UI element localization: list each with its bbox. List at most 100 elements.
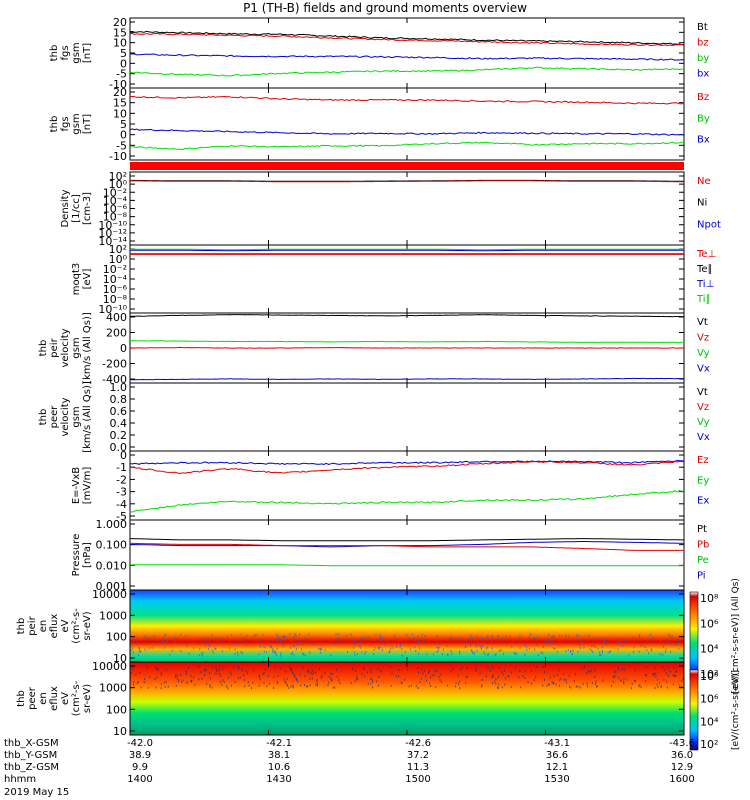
spectrogram-speckle bbox=[459, 652, 461, 655]
spectrogram-speckle bbox=[438, 646, 440, 649]
spectrogram-speckle bbox=[157, 667, 159, 670]
legend-entry: Pe bbox=[697, 555, 709, 566]
spectrogram-speckle bbox=[279, 667, 281, 670]
y-tick-label: 0.0 bbox=[110, 441, 128, 454]
spectrogram-speckle bbox=[487, 666, 489, 669]
spectrogram-speckle bbox=[458, 683, 460, 686]
y-tick-label: 10⁻⁴ bbox=[103, 273, 128, 286]
spectrogram-speckle bbox=[459, 650, 461, 653]
y-axis-label: en bbox=[38, 692, 49, 705]
series-Ne bbox=[129, 180, 684, 183]
spectrogram-speckle bbox=[380, 670, 382, 672]
spectrogram-speckle bbox=[485, 675, 487, 678]
legend-entry: Pi bbox=[697, 571, 706, 582]
spectrogram-speckle bbox=[155, 686, 157, 689]
spectrogram-speckle bbox=[562, 673, 564, 675]
spectrogram-speckle bbox=[144, 678, 146, 680]
ephemeris-value: 10.6 bbox=[268, 762, 290, 773]
spectrogram-speckle bbox=[280, 652, 282, 655]
colorbar-label: [eV/(cm²-s-sr-eV)] bbox=[731, 670, 741, 750]
spectrogram-speckle bbox=[481, 678, 483, 681]
series-Ex bbox=[129, 459, 685, 466]
spectrogram-speckle bbox=[361, 637, 363, 640]
spectrogram-speckle bbox=[490, 641, 492, 644]
spectrogram-speckle bbox=[449, 637, 451, 640]
spectrogram-speckle bbox=[390, 647, 392, 650]
y-axis-label: [km/s (All Qs)] bbox=[82, 381, 93, 453]
spectrogram-speckle bbox=[459, 638, 461, 641]
spectrogram-speckle bbox=[423, 670, 425, 672]
spectrogram-speckle bbox=[530, 682, 532, 685]
spectrogram-speckle bbox=[579, 640, 581, 643]
ephemeris-label: thb_Z-GSM bbox=[4, 762, 59, 773]
spectrogram-speckle bbox=[620, 640, 622, 643]
spectrogram-speckle bbox=[365, 651, 367, 653]
spectrogram-speckle bbox=[253, 635, 255, 638]
spectrogram-speckle bbox=[218, 668, 220, 671]
spectrogram-speckle bbox=[269, 645, 271, 648]
spectrogram-speckle bbox=[501, 671, 503, 674]
spectrogram-speckle bbox=[130, 672, 132, 675]
spectrogram-speckle bbox=[204, 637, 206, 640]
spectrogram-speckle bbox=[193, 676, 195, 679]
spectrogram-speckle bbox=[535, 638, 537, 641]
spectrogram-speckle bbox=[255, 633, 257, 636]
spectrogram-speckle bbox=[565, 634, 566, 637]
spectrogram-speckle bbox=[352, 638, 354, 641]
spectrogram-speckle bbox=[353, 651, 355, 654]
spectrogram-speckle bbox=[202, 651, 204, 654]
panel-frame bbox=[129, 519, 685, 591]
spectrogram-speckle bbox=[399, 646, 401, 649]
spectrogram-speckle bbox=[271, 646, 273, 649]
spectrogram-speckle bbox=[330, 672, 332, 675]
spectrogram-speckle bbox=[672, 674, 674, 677]
spectrogram-speckle bbox=[270, 639, 272, 642]
spectrogram-speckle bbox=[645, 666, 647, 669]
spectrogram-speckle bbox=[638, 634, 640, 637]
ephemeris-value: 11.3 bbox=[407, 762, 429, 773]
ephemeris-value: -43.6 bbox=[669, 738, 695, 749]
spectrogram-speckle bbox=[391, 672, 393, 675]
spectrogram-speckle bbox=[263, 671, 265, 674]
spectrogram-speckle bbox=[290, 685, 292, 688]
spectrogram-speckle bbox=[337, 637, 339, 640]
spectrogram-speckle bbox=[243, 636, 244, 639]
spectrogram-speckle bbox=[559, 684, 560, 687]
spectrogram-speckle bbox=[657, 678, 659, 681]
spectrogram-speckle bbox=[194, 683, 196, 686]
spectrogram-speckle bbox=[198, 654, 200, 657]
spectrogram-speckle bbox=[311, 677, 313, 680]
spectrogram-speckle bbox=[406, 633, 408, 636]
spectrogram-speckle bbox=[502, 673, 504, 676]
ephemeris-value: 37.2 bbox=[407, 750, 429, 761]
spectrogram-speckle bbox=[440, 673, 442, 676]
spectrogram-speckle bbox=[520, 686, 522, 689]
spectrogram-speckle bbox=[241, 652, 243, 655]
spectrogram-speckle bbox=[596, 685, 598, 687]
spectrogram-speckle bbox=[542, 645, 544, 648]
spectrogram-speckle bbox=[336, 675, 338, 678]
spectrogram-speckle bbox=[645, 673, 647, 676]
spectrogram-speckle bbox=[607, 651, 609, 654]
spectrogram-speckle bbox=[450, 637, 452, 639]
spectrogram-speckle bbox=[302, 666, 304, 669]
spectrogram-speckle bbox=[263, 650, 265, 653]
spectrogram-speckle bbox=[199, 642, 201, 645]
spectrogram-speckle bbox=[452, 667, 454, 670]
spectrogram-speckle bbox=[426, 653, 428, 656]
spectrogram-speckle bbox=[526, 648, 528, 651]
legend-entry: Ne bbox=[697, 176, 711, 187]
spectrogram-speckle bbox=[622, 668, 623, 671]
spectrogram-speckle bbox=[646, 649, 648, 652]
spectrogram-speckle bbox=[470, 644, 472, 647]
legend-entry: Vz bbox=[697, 333, 709, 344]
spectrogram-speckle bbox=[652, 673, 654, 676]
spectrogram-speckle bbox=[370, 671, 372, 674]
spectrogram-speckle bbox=[582, 682, 584, 685]
spectrogram-speckle bbox=[244, 685, 246, 688]
spectrogram-speckle bbox=[272, 648, 274, 651]
spectrogram-speckle bbox=[640, 644, 642, 647]
spectrogram-speckle bbox=[214, 647, 216, 650]
spectrogram-speckle bbox=[476, 649, 478, 652]
